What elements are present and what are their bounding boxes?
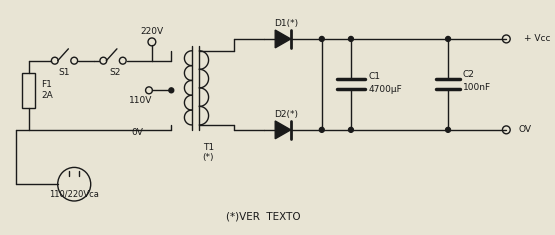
Text: 110V: 110V [129,96,152,105]
Circle shape [446,127,451,132]
Text: 220V: 220V [140,27,164,35]
Text: 100nF: 100nF [463,83,491,92]
Text: D2(*): D2(*) [274,110,298,118]
Text: OV: OV [519,125,532,134]
Text: 110/220Vca: 110/220Vca [49,190,99,199]
Circle shape [349,127,354,132]
Text: 2A: 2A [41,91,53,100]
Polygon shape [275,121,291,139]
Circle shape [319,36,324,41]
Text: D1(*): D1(*) [274,19,298,28]
Circle shape [169,88,174,93]
Text: 0V: 0V [132,128,143,137]
Bar [22,73,36,108]
Text: S1: S1 [59,68,70,77]
Text: S2: S2 [109,68,120,77]
Text: + Vcc: + Vcc [524,35,550,43]
Circle shape [446,36,451,41]
Circle shape [349,36,354,41]
Text: (*): (*) [203,153,214,162]
Circle shape [319,127,324,132]
Text: C2: C2 [463,70,475,79]
Polygon shape [275,30,291,48]
Text: T1: T1 [203,143,214,152]
Text: (*)VER  TEXTO: (*)VER TEXTO [226,212,301,222]
Text: 4700μF: 4700μF [369,85,402,94]
Text: F1: F1 [41,80,52,89]
Text: C1: C1 [369,72,380,81]
